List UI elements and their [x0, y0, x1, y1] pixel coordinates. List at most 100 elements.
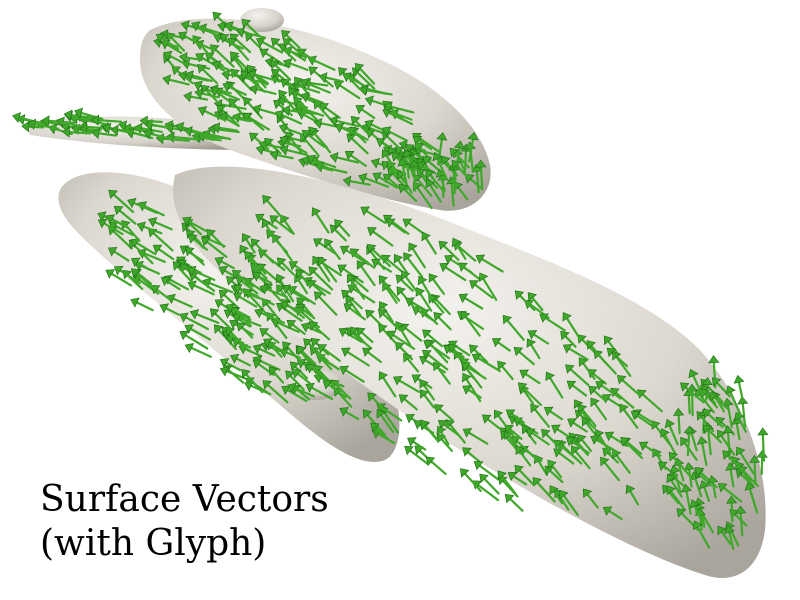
arrow-glyph — [385, 218, 406, 234]
arrow-glyph — [184, 70, 213, 83]
arrow-glyph — [105, 214, 130, 229]
arrow-glyph — [252, 343, 276, 357]
arrow-glyph — [458, 293, 484, 310]
arrow-glyph — [723, 524, 735, 551]
arrow-glyph — [696, 436, 708, 466]
arrow-glyph — [471, 353, 501, 373]
arrow-glyph — [160, 276, 181, 291]
arrow-glyph — [329, 115, 360, 128]
arrow-glyph — [462, 385, 482, 399]
arrow-glyph — [660, 428, 677, 456]
arrow-glyph — [600, 456, 620, 482]
arrow-glyph — [329, 152, 359, 164]
arrow-glyph — [666, 485, 686, 511]
arrow-glyph — [735, 505, 747, 537]
arrow-glyph — [372, 172, 398, 189]
arrow-glyph — [108, 189, 135, 213]
arrow-glyph — [744, 481, 759, 514]
arrow-glyph — [295, 268, 312, 288]
arrow-glyph — [577, 434, 593, 452]
arrow-glyph — [281, 30, 301, 49]
arrow-glyph — [189, 309, 220, 324]
arrow-glyph — [364, 119, 387, 133]
arrow-glyph — [437, 420, 460, 437]
arrow-glyph — [688, 368, 705, 398]
arrow-glyph — [337, 264, 364, 284]
arrow-glyph — [247, 69, 281, 83]
arrow-glyph — [252, 271, 273, 285]
arrow-glyph — [172, 261, 197, 287]
arrow-glyph — [113, 205, 137, 225]
arrow-glyph — [56, 116, 86, 129]
arrow-glyph — [278, 89, 297, 112]
arrow-glyph — [303, 338, 329, 362]
arrow-glyph — [334, 219, 351, 237]
arrow-glyph — [680, 436, 698, 461]
arrow-glyph — [144, 119, 171, 131]
arrow-glyph — [449, 147, 470, 169]
arrow-glyph — [475, 254, 504, 273]
arrow-glyph — [545, 371, 564, 399]
arrow-glyph — [179, 312, 209, 331]
arrow-glyph — [214, 256, 235, 270]
arrow-glyph — [345, 295, 362, 317]
arrow-glyph — [419, 389, 435, 409]
arrow-glyph — [469, 344, 489, 363]
arrow-glyph — [630, 411, 653, 427]
arrow-glyph — [378, 301, 394, 323]
arrow-glyph — [711, 377, 731, 398]
arrow-glyph — [460, 468, 482, 492]
arrow-glyph — [285, 370, 305, 391]
arrow-glyph — [162, 74, 190, 86]
arrow-glyph — [269, 149, 294, 161]
arrow-glyph — [565, 437, 590, 455]
arrow-glyph — [590, 397, 608, 421]
arrow-glyph — [519, 369, 541, 385]
arrow-glyph — [155, 33, 180, 51]
arrow-glyph — [343, 303, 366, 321]
arrow-glyph — [229, 353, 251, 367]
arrow-glyph — [666, 473, 683, 498]
caption-line-1: Surface Vectors — [40, 479, 329, 520]
arrow-glyph — [318, 256, 338, 283]
arrow-glyph — [212, 60, 238, 75]
arrow-glyph — [299, 78, 331, 94]
arrow-glyph — [425, 169, 446, 193]
arrow-glyph — [722, 450, 747, 474]
arrow-glyph — [461, 362, 487, 380]
arrow-glyph — [664, 418, 679, 446]
arrow-glyph — [527, 330, 550, 345]
arrow-glyph — [602, 506, 623, 521]
arrow-glyph — [287, 382, 315, 398]
arrow-glyph — [358, 84, 393, 96]
arrow-glyph — [565, 364, 590, 387]
arrow-glyph — [378, 371, 397, 398]
arrow-glyph — [179, 330, 209, 350]
arrow-glyph — [386, 330, 416, 350]
arrow-glyph — [195, 52, 226, 72]
arrow-glyph — [683, 462, 695, 488]
arrow-glyph — [681, 483, 693, 515]
arrow-glyph — [370, 422, 389, 440]
arrow-glyph — [376, 408, 395, 433]
arrow-glyph — [262, 380, 289, 404]
arrow-glyph — [313, 238, 336, 255]
arrow-glyph — [620, 436, 644, 460]
arrow-glyph — [197, 64, 218, 85]
arrow-glyph — [240, 71, 266, 93]
arrow-glyph — [313, 291, 338, 316]
arrow-glyph — [668, 451, 691, 476]
arrow-glyph — [342, 175, 371, 187]
arrow-glyph — [467, 131, 479, 163]
arrow-glyph — [252, 104, 278, 116]
arrow-glyph — [232, 312, 262, 327]
arrow-glyph — [61, 126, 92, 138]
arrow-glyph — [339, 365, 365, 383]
arrow-glyph — [541, 428, 562, 450]
arrow-glyph — [255, 37, 284, 54]
arrow-glyph — [219, 366, 247, 380]
arrow-glyph — [708, 392, 730, 411]
arrow-glyph — [451, 237, 467, 260]
arrow-glyph — [143, 128, 171, 140]
